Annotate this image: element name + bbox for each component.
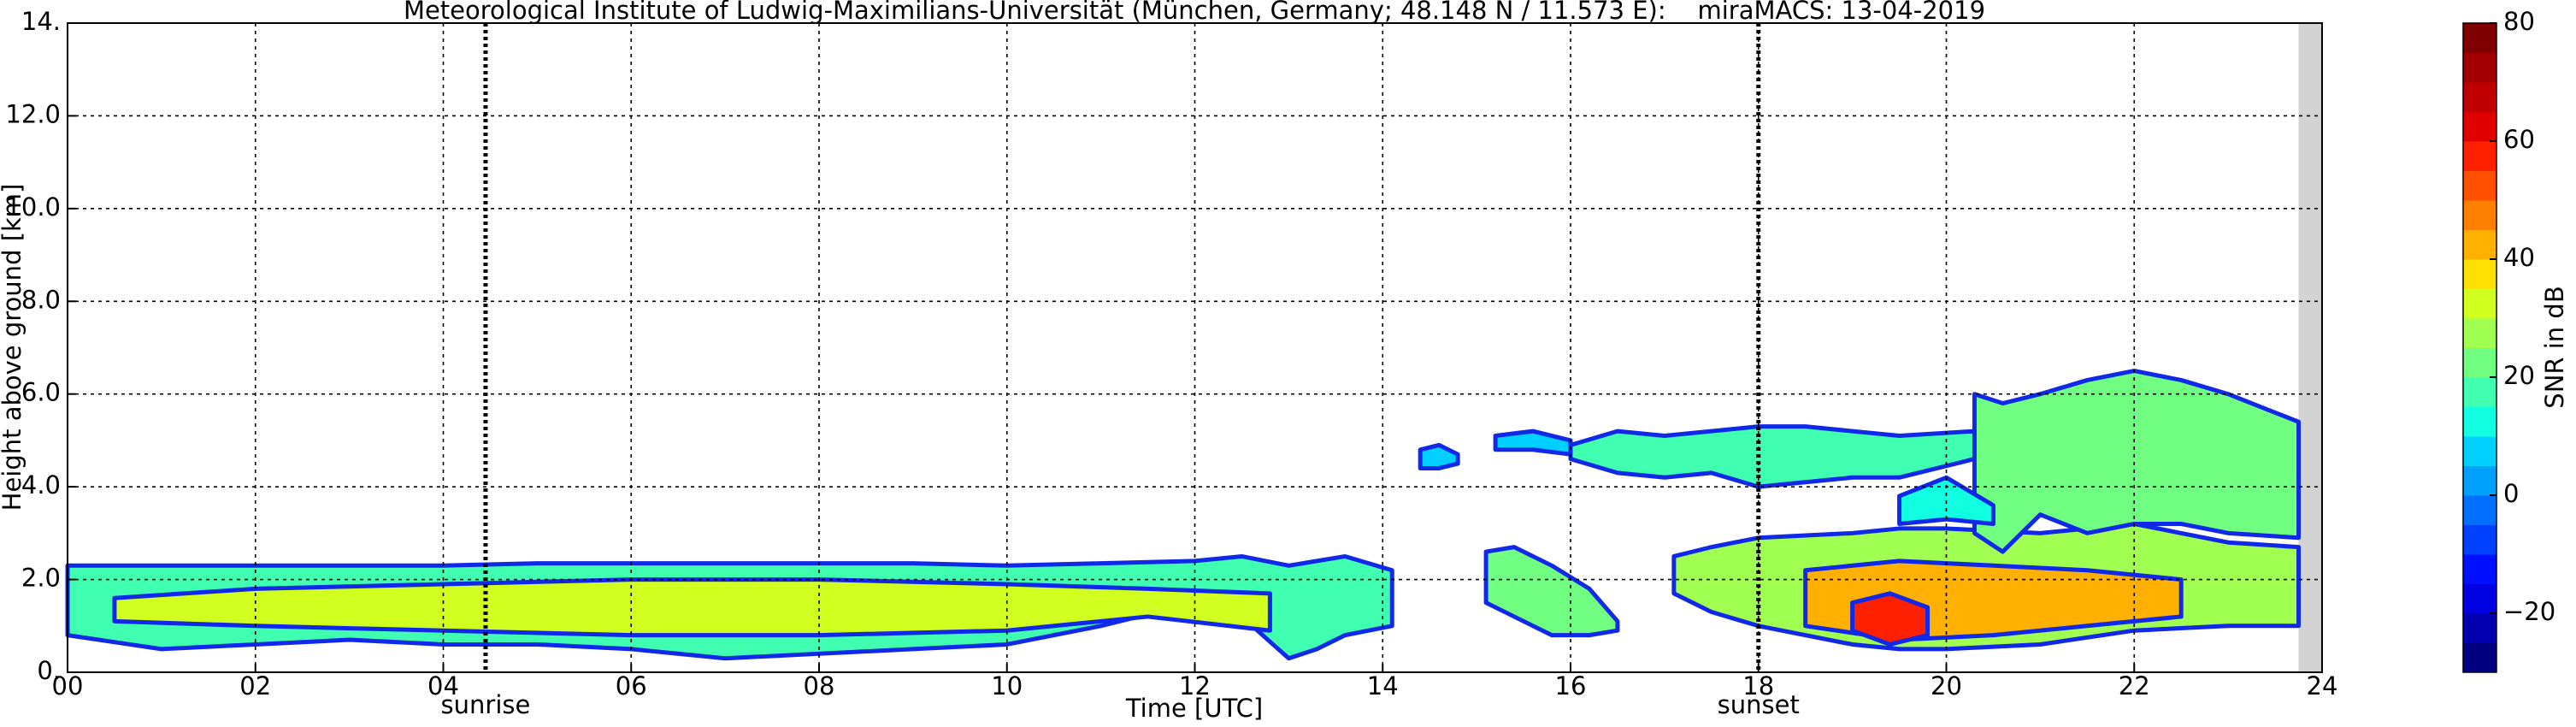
x-tick-label: 18 [1742, 671, 1774, 700]
colorbar-band [2463, 583, 2496, 614]
colorbar-tick-label: 60 [2503, 125, 2535, 154]
echo-layer [1568, 424, 1977, 489]
x-tick-label: 14 [1367, 671, 1399, 700]
colorbar-frame [2462, 22, 2497, 673]
event-label: sunset [1718, 690, 1800, 719]
chart-title: Meteorological Institute of Ludwig-Maxim… [404, 0, 1985, 25]
y-tick-label: 8.0 [21, 285, 61, 314]
colorbar-band [2463, 229, 2496, 260]
colorbar-band [2463, 52, 2496, 83]
colorbar-band [2463, 436, 2496, 466]
colorbar-band [2463, 465, 2496, 496]
x-tick-label: 12 [1179, 671, 1211, 700]
y-axis-label: Height above ground [km] [0, 184, 27, 511]
colorbar-tick-label: −20 [2503, 597, 2555, 626]
colorbar-band [2463, 377, 2496, 407]
x-tick-label: 06 [616, 671, 647, 700]
echo-layer [1972, 369, 2302, 554]
x-tick-label: 20 [1931, 671, 1962, 700]
colorbar-band [2463, 613, 2496, 643]
colorbar-tick-label: 40 [2503, 243, 2535, 272]
x-tick-label: 10 [991, 671, 1023, 700]
x-tick-label: 02 [239, 671, 271, 700]
colorbar-band [2463, 318, 2496, 348]
colorbar-band [2463, 495, 2496, 525]
x-tick-label: 08 [804, 671, 835, 700]
colorbar-band [2463, 170, 2496, 201]
y-tick-label: 14. [21, 7, 61, 36]
colorbar-band [2463, 259, 2496, 289]
colorbar-band [2463, 642, 2496, 673]
plot-frame [67, 22, 2323, 673]
y-tick-label: 0. [37, 656, 61, 685]
colorbar-label: SNR in dB [2540, 286, 2569, 408]
x-tick-label: 16 [1555, 671, 1587, 700]
colorbar-band [2463, 406, 2496, 437]
y-tick-label: 4.0 [21, 470, 61, 499]
event-label: sunrise [441, 690, 531, 719]
x-tick-label: 00 [52, 671, 84, 700]
colorbar-band [2463, 23, 2496, 53]
colorbar-tick-label: 80 [2503, 7, 2535, 36]
y-tick-label: 12.0 [5, 99, 61, 128]
x-tick-label: 24 [2307, 671, 2338, 700]
echo-layer [1493, 429, 1573, 457]
colorbar-band [2463, 554, 2496, 584]
echo-layer [1418, 442, 1460, 470]
x-tick-label: 22 [2119, 671, 2150, 700]
echo-layer [1850, 591, 1931, 647]
y-tick-label: 10.0 [5, 192, 61, 222]
colorbar-band [2463, 111, 2496, 142]
colorbar-band [2463, 288, 2496, 319]
colorbar-band [2463, 141, 2496, 171]
x-tick-label: 04 [427, 671, 459, 700]
colorbar-tick-label: 0 [2503, 479, 2519, 508]
x-axis-label: Time [UTC] [1125, 694, 1263, 723]
y-tick-label: 2.0 [21, 564, 61, 593]
colorbar-band [2463, 200, 2496, 230]
colorbar-band [2463, 524, 2496, 555]
echo-layer [1483, 545, 1620, 638]
colorbar-tick-label: 20 [2503, 361, 2535, 390]
echo-layer [112, 577, 1272, 638]
colorbar-band [2463, 82, 2496, 112]
y-tick-label: 6.0 [21, 378, 61, 407]
no-data-region [2298, 23, 2322, 672]
colorbar-band [2463, 347, 2496, 378]
